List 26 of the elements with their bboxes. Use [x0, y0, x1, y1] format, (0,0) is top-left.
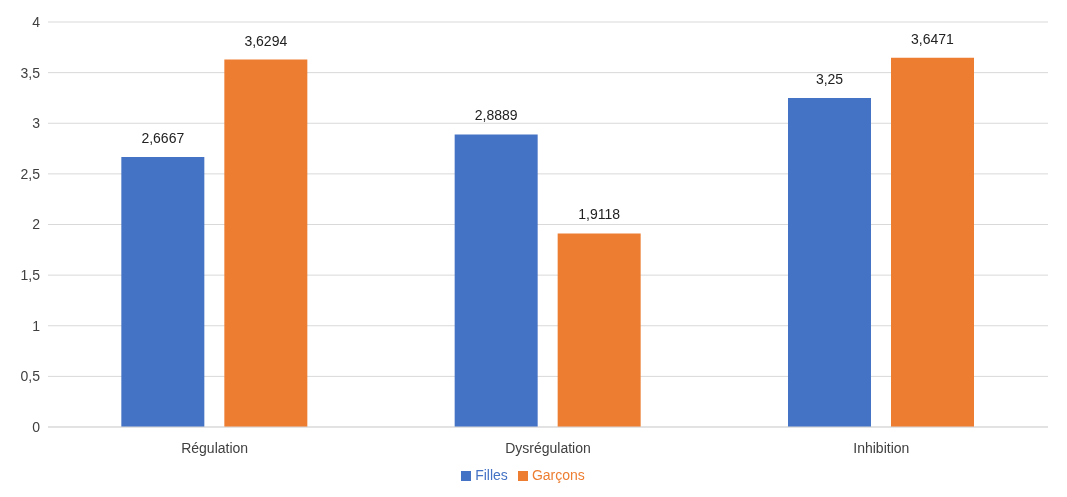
- x-tick-label: Dysrégulation: [505, 439, 591, 456]
- x-tick-label: Inhibition: [853, 439, 910, 456]
- data-label: 2,8889: [474, 107, 518, 124]
- bar: [788, 97, 871, 427]
- bar: [454, 134, 538, 427]
- bar: [121, 157, 205, 427]
- y-tick-label: 3: [32, 115, 41, 132]
- data-label: 3,6471: [911, 30, 955, 47]
- data-label: 3,25: [815, 70, 844, 87]
- y-tick-label: 4: [32, 13, 41, 30]
- y-tick-label: 1,5: [20, 267, 41, 284]
- data-label: 1,9118: [578, 206, 621, 223]
- x-tick-label: Régulation: [181, 439, 249, 456]
- y-tick-label: 2: [32, 216, 41, 233]
- y-tick-label: 0: [32, 418, 41, 435]
- bar: [891, 57, 974, 427]
- legend-label: Garçons: [531, 467, 585, 483]
- y-tick-label: 2,5: [20, 165, 41, 182]
- data-label: 2,6667: [141, 130, 185, 146]
- y-tick-label: 0,5: [20, 368, 41, 385]
- y-tick-label: 1: [32, 317, 41, 334]
- y-tick-label: 3,5: [20, 64, 41, 81]
- bar: [557, 233, 641, 427]
- bar: [224, 59, 308, 427]
- data-label: 3,6294: [244, 32, 288, 49]
- legend-label: Filles: [475, 467, 508, 483]
